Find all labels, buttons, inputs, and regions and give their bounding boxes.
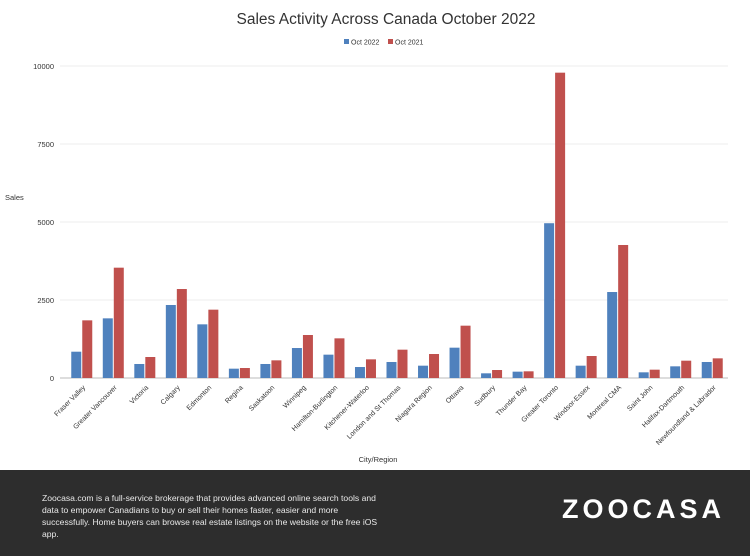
bar-oct-2021: [82, 320, 93, 378]
bar-oct-2022: [544, 223, 555, 378]
x-tick-label: Fraser Valley: [53, 384, 87, 418]
y-axis-ticks: 0 2500 5000 7500 10000: [33, 62, 54, 383]
bar-oct-2022: [449, 347, 460, 378]
footer-description: Zoocasa.com is a full-service brokerage …: [42, 493, 378, 539]
bar-oct-2022: [228, 368, 239, 378]
x-tick-label: Saint John: [626, 384, 654, 412]
bar-oct-2022: [165, 304, 176, 378]
y-axis-label: Sales: [5, 193, 24, 202]
legend-swatch: [344, 39, 349, 44]
bar-oct-2022: [701, 361, 712, 378]
bar-oct-2022: [354, 367, 365, 378]
bar-oct-2021: [145, 357, 156, 378]
x-tick-label: Sudbury: [474, 384, 498, 408]
x-tick-label: Montreal CMA: [586, 384, 623, 421]
bar-oct-2022: [638, 372, 649, 378]
bar-oct-2021: [334, 338, 345, 378]
x-axis-label: City/Region: [359, 455, 398, 464]
x-tick-label: Newfoundland & Labrador: [655, 384, 718, 447]
bar-oct-2021: [681, 360, 692, 378]
x-tick-label: Saskatoon: [248, 384, 276, 412]
bar-oct-2021: [492, 370, 503, 378]
footer: Zoocasa.com is a full-service brokerage …: [0, 470, 750, 556]
bar-oct-2021: [302, 335, 313, 378]
bar-oct-2021: [429, 354, 440, 378]
bar-oct-2021: [208, 309, 219, 378]
bar-oct-2022: [134, 363, 145, 378]
bar-oct-2022: [575, 365, 586, 378]
legend-label: Oct 2021: [395, 40, 424, 47]
bar-oct-2021: [523, 371, 534, 378]
sales-bar-chart: Sales Activity Across Canada October 202…: [5, 11, 728, 464]
zoocasa-logo: ZOOCASA: [562, 494, 725, 524]
x-tick-label: Thunder Bay: [495, 384, 529, 418]
bar-oct-2021: [365, 359, 376, 378]
bar-oct-2022: [291, 348, 302, 378]
y-tick-label: 7500: [37, 140, 54, 149]
bar-oct-2022: [102, 318, 113, 378]
x-tick-label: Calgary: [160, 384, 182, 406]
x-tick-label: Regina: [224, 384, 245, 405]
bar-oct-2021: [649, 369, 660, 378]
bar-oct-2021: [712, 358, 723, 378]
x-tick-label: Edmonton: [186, 384, 214, 412]
bar-oct-2021: [271, 360, 282, 378]
bar-oct-2022: [71, 351, 82, 378]
bar-oct-2021: [397, 349, 408, 378]
bar-oct-2021: [618, 244, 629, 378]
y-tick-label: 0: [50, 374, 54, 383]
bar-oct-2022: [670, 366, 681, 378]
bar-oct-2021: [460, 325, 471, 378]
bar-oct-2022: [260, 363, 271, 378]
y-tick-label: 10000: [33, 62, 54, 71]
bar-oct-2022: [197, 324, 208, 378]
bar-oct-2021: [586, 356, 597, 378]
legend: Oct 2022 Oct 2021: [344, 39, 424, 47]
bar-oct-2021: [176, 289, 187, 378]
x-tick-label: Victoria: [129, 384, 150, 405]
y-tick-label: 2500: [37, 296, 54, 305]
bar-oct-2022: [386, 361, 397, 378]
bar-oct-2022: [512, 371, 523, 378]
x-tick-label: London and St Thomas: [346, 384, 403, 441]
x-tick-label: Winnipeg: [282, 384, 308, 410]
legend-swatch: [388, 39, 393, 44]
bar-oct-2022: [418, 365, 429, 378]
legend-label: Oct 2022: [351, 40, 380, 47]
bar-oct-2021: [113, 267, 124, 378]
chart-title: Sales Activity Across Canada October 202…: [237, 11, 536, 28]
bar-oct-2022: [323, 354, 334, 378]
bar-oct-2022: [607, 292, 618, 378]
bars: [71, 72, 723, 378]
bar-oct-2022: [481, 373, 492, 378]
x-tick-label: Ottawa: [445, 384, 466, 405]
bar-oct-2021: [555, 72, 566, 378]
bar-oct-2021: [239, 368, 250, 378]
y-tick-label: 5000: [37, 218, 54, 227]
